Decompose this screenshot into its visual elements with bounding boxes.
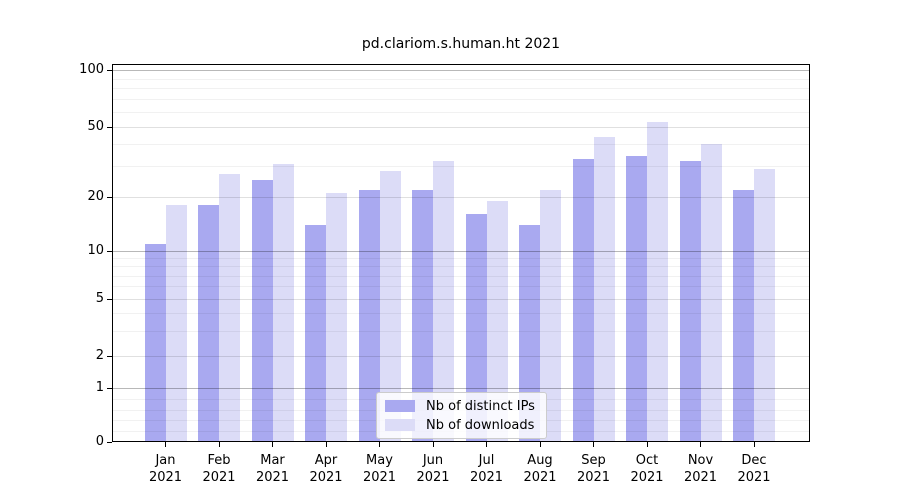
gridline-50 bbox=[113, 127, 809, 128]
y-tick-mark-10 bbox=[107, 250, 112, 252]
gridline-2 bbox=[113, 356, 809, 357]
x-tick-label-dec: Dec 2021 bbox=[737, 453, 771, 485]
y-tick-mark-0 bbox=[107, 441, 112, 443]
y-tick-label-20: 20 bbox=[87, 189, 104, 204]
x-tick-label-apr: Apr 2021 bbox=[309, 453, 343, 485]
x-tick-label-may: May 2021 bbox=[362, 453, 397, 485]
gridline-20 bbox=[113, 197, 809, 198]
x-tick-mark-jul bbox=[486, 442, 488, 447]
x-tick-mark-may bbox=[379, 442, 381, 447]
legend-swatch-downloads bbox=[385, 419, 415, 431]
gridline-4 bbox=[113, 312, 809, 314]
legend-swatch-distinct-ips bbox=[385, 400, 415, 412]
y-tick-label-1: 1 bbox=[95, 380, 104, 395]
bar-downloads-jul bbox=[486, 200, 508, 442]
y-tick-label-100: 100 bbox=[79, 62, 104, 77]
gridline-90 bbox=[113, 78, 809, 80]
x-tick-mark-jan bbox=[165, 442, 167, 447]
x-tick-mark-mar bbox=[272, 442, 274, 447]
bar-downloads-mar bbox=[272, 163, 294, 442]
bar-downloads-apr bbox=[326, 193, 347, 442]
x-tick-mark-nov bbox=[700, 442, 702, 447]
gridline-9 bbox=[113, 258, 809, 260]
gridline-6 bbox=[113, 286, 809, 288]
bar-downloads-jun bbox=[433, 161, 454, 442]
y-tick-label-2: 2 bbox=[95, 348, 104, 363]
gridline-60 bbox=[113, 112, 809, 113]
x-tick-mark-dec bbox=[753, 442, 755, 447]
x-tick-mark-sep bbox=[593, 442, 595, 447]
gridline-70 bbox=[113, 99, 809, 101]
legend-label-downloads: Nb of downloads bbox=[426, 417, 535, 433]
y-tick-label-50: 50 bbox=[87, 119, 104, 134]
y-tick-mark-2 bbox=[107, 355, 112, 357]
chart-title: pd.clariom.s.human.ht 2021 bbox=[361, 36, 561, 52]
gridline-40 bbox=[113, 144, 809, 146]
gridline-1 bbox=[113, 388, 809, 389]
y-tick-mark-50 bbox=[107, 126, 112, 128]
x-tick-label-sep: Sep 2021 bbox=[576, 453, 611, 485]
x-tick-label-jan: Jan 2021 bbox=[148, 453, 183, 485]
y-tick-label-5: 5 bbox=[95, 291, 104, 306]
bar-distinct-ips-jun bbox=[412, 189, 433, 442]
x-tick-label-mar: Mar 2021 bbox=[255, 453, 290, 485]
bar-distinct-ips-dec bbox=[733, 189, 754, 442]
legend-label-distinct-ips: Nb of distinct IPs bbox=[426, 398, 535, 414]
bar-downloads-may bbox=[379, 171, 401, 442]
y-tick-mark-5 bbox=[107, 298, 112, 300]
gridline-7 bbox=[113, 275, 809, 277]
x-tick-mark-apr bbox=[325, 442, 327, 447]
bar-downloads-oct bbox=[647, 122, 668, 442]
gridline-5 bbox=[113, 299, 809, 300]
y-tick-mark-1 bbox=[107, 387, 112, 389]
y-tick-mark-100 bbox=[107, 69, 112, 71]
y-tick-mark-20 bbox=[107, 196, 112, 198]
bar-downloads-feb bbox=[219, 174, 240, 442]
x-tick-label-oct: Oct 2021 bbox=[630, 453, 664, 485]
x-tick-label-feb: Feb 2021 bbox=[202, 453, 236, 485]
bar-distinct-ips-jan bbox=[144, 243, 166, 442]
x-tick-mark-feb bbox=[218, 442, 220, 447]
x-tick-label-nov: Nov 2021 bbox=[683, 453, 718, 485]
bar-distinct-ips-aug bbox=[519, 224, 540, 442]
bar-distinct-ips-apr bbox=[305, 224, 326, 442]
x-tick-mark-aug bbox=[539, 442, 541, 447]
legend: Nb of distinct IPs Nb of downloads bbox=[376, 392, 547, 439]
gridline-100 bbox=[113, 70, 809, 71]
gridline-3 bbox=[113, 330, 809, 332]
bar-distinct-ips-feb bbox=[198, 205, 219, 442]
bar-distinct-ips-may bbox=[358, 189, 380, 442]
x-tick-label-jun: Jun 2021 bbox=[416, 453, 450, 485]
x-tick-label-aug: Aug 2021 bbox=[523, 453, 557, 485]
x-tick-mark-jun bbox=[432, 442, 434, 447]
gridline-8 bbox=[113, 266, 809, 268]
bar-downloads-aug bbox=[540, 189, 561, 442]
gridline-30 bbox=[113, 166, 809, 168]
bar-downloads-jan bbox=[165, 205, 187, 442]
gridline-80 bbox=[113, 88, 809, 90]
bar-distinct-ips-oct bbox=[626, 156, 647, 442]
x-tick-label-jul: Jul 2021 bbox=[469, 453, 504, 485]
bar-downloads-nov bbox=[700, 144, 722, 442]
bar-downloads-dec bbox=[754, 168, 775, 442]
bar-distinct-ips-mar bbox=[251, 179, 273, 442]
bar-distinct-ips-jul bbox=[465, 214, 487, 442]
bar-distinct-ips-sep bbox=[572, 158, 594, 442]
y-tick-label-10: 10 bbox=[87, 243, 104, 258]
x-tick-mark-oct bbox=[646, 442, 648, 447]
bar-distinct-ips-nov bbox=[679, 161, 701, 442]
gridline-10 bbox=[113, 251, 809, 252]
y-tick-label-0: 0 bbox=[95, 434, 104, 449]
legend-row-distinct-ips: Nb of distinct IPs bbox=[385, 398, 535, 414]
legend-row-downloads: Nb of downloads bbox=[385, 417, 535, 433]
bar-downloads-sep bbox=[593, 136, 615, 442]
